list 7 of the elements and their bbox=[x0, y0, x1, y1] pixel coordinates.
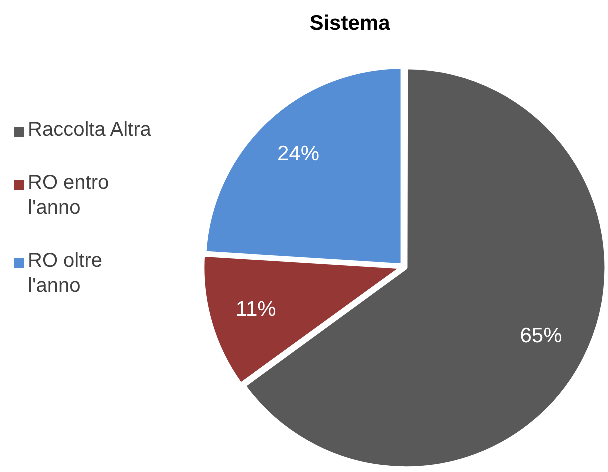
legend-label: RO entro l'anno bbox=[28, 171, 110, 221]
data-label: 65% bbox=[520, 324, 562, 348]
chart-title: Sistema bbox=[308, 12, 392, 36]
legend-label: Raccolta Altra bbox=[28, 118, 152, 143]
data-label: 24% bbox=[278, 142, 320, 166]
data-label: 11% bbox=[236, 298, 276, 321]
legend-label: RO oltre l'anno bbox=[28, 249, 104, 299]
